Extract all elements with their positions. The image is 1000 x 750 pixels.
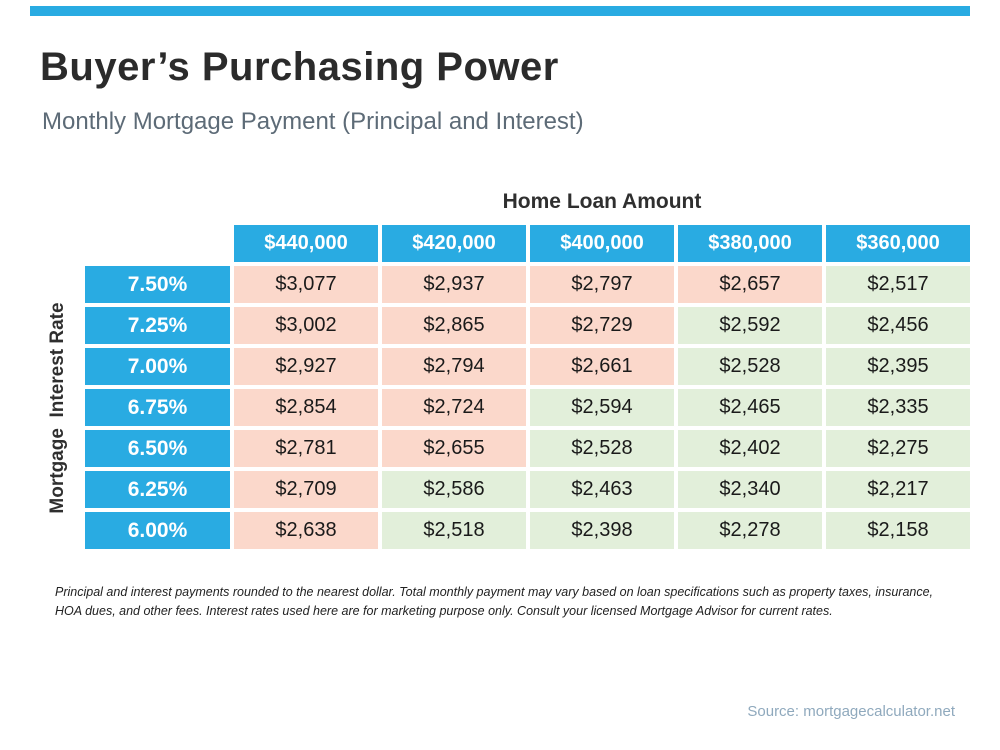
payment-value-cell: $2,465 — [678, 389, 822, 426]
interest-rate-row-header: 7.50% — [85, 266, 230, 303]
payment-value-cell: $2,657 — [678, 266, 822, 303]
interest-rate-axis-title: Mortgage Interest Rate — [47, 302, 68, 514]
loan-amount-column-header: $360,000 — [826, 225, 970, 262]
payment-value-cell: $2,709 — [234, 471, 378, 508]
payment-value-cell: $2,517 — [826, 266, 970, 303]
payment-value-cell: $2,797 — [530, 266, 674, 303]
payment-value-cell: $2,528 — [678, 348, 822, 385]
payment-value-cell: $2,794 — [382, 348, 526, 385]
payment-value-cell: $2,937 — [382, 266, 526, 303]
payment-value-cell: $2,275 — [826, 430, 970, 467]
payment-value-cell: $3,077 — [234, 266, 378, 303]
interest-rate-row-header: 6.00% — [85, 512, 230, 549]
payment-value-cell: $2,278 — [678, 512, 822, 549]
payment-value-cell: $2,340 — [678, 471, 822, 508]
loan-amount-column-header: $420,000 — [382, 225, 526, 262]
interest-rate-row-header: 7.00% — [85, 348, 230, 385]
payment-table: $440,000 $420,000 $400,000 $380,000 $360,000… — [85, 225, 970, 549]
payment-value-cell: $2,729 — [530, 307, 674, 344]
payment-value-cell: $2,518 — [382, 512, 526, 549]
interest-rate-row-header: 6.75% — [85, 389, 230, 426]
payment-value-cell: $3,002 — [234, 307, 378, 344]
payment-value-cell: $2,217 — [826, 471, 970, 508]
payment-value-cell: $2,927 — [234, 348, 378, 385]
interest-rate-row-header: 7.25% — [85, 307, 230, 344]
payment-value-cell: $2,456 — [826, 307, 970, 344]
payment-value-cell: $2,655 — [382, 430, 526, 467]
top-accent-bar — [30, 6, 970, 16]
payment-value-cell: $2,592 — [678, 307, 822, 344]
loan-amount-axis-title: Home Loan Amount — [502, 190, 702, 213]
payment-value-cell: $2,594 — [530, 389, 674, 426]
page-title: Buyer’s Purchasing Power — [40, 45, 559, 89]
interest-rate-row-header: 6.25% — [85, 471, 230, 508]
disclaimer-footnote: Principal and interest payments rounded … — [55, 585, 934, 619]
loan-amount-column-header: $440,000 — [234, 225, 378, 262]
interest-rate-row-header: 6.50% — [85, 430, 230, 467]
payment-value-cell: $2,638 — [234, 512, 378, 549]
table-corner-spacer — [85, 225, 230, 262]
payment-value-cell: $2,661 — [530, 348, 674, 385]
payment-value-cell: $2,463 — [530, 471, 674, 508]
payment-value-cell: $2,335 — [826, 389, 970, 426]
payment-value-cell: $2,586 — [382, 471, 526, 508]
loan-amount-column-header: $380,000 — [678, 225, 822, 262]
payment-value-cell: $2,724 — [382, 389, 526, 426]
page-subtitle: Monthly Mortgage Payment (Principal and … — [42, 108, 584, 135]
payment-value-cell: $2,854 — [234, 389, 378, 426]
source-attribution: Source: mortgagecalculator.net — [747, 703, 955, 720]
payment-value-cell: $2,528 — [530, 430, 674, 467]
payment-value-cell: $2,158 — [826, 512, 970, 549]
payment-value-cell: $2,402 — [678, 430, 822, 467]
payment-value-cell: $2,395 — [826, 348, 970, 385]
loan-amount-column-header: $400,000 — [530, 225, 674, 262]
payment-value-cell: $2,398 — [530, 512, 674, 549]
payment-value-cell: $2,781 — [234, 430, 378, 467]
payment-value-cell: $2,865 — [382, 307, 526, 344]
